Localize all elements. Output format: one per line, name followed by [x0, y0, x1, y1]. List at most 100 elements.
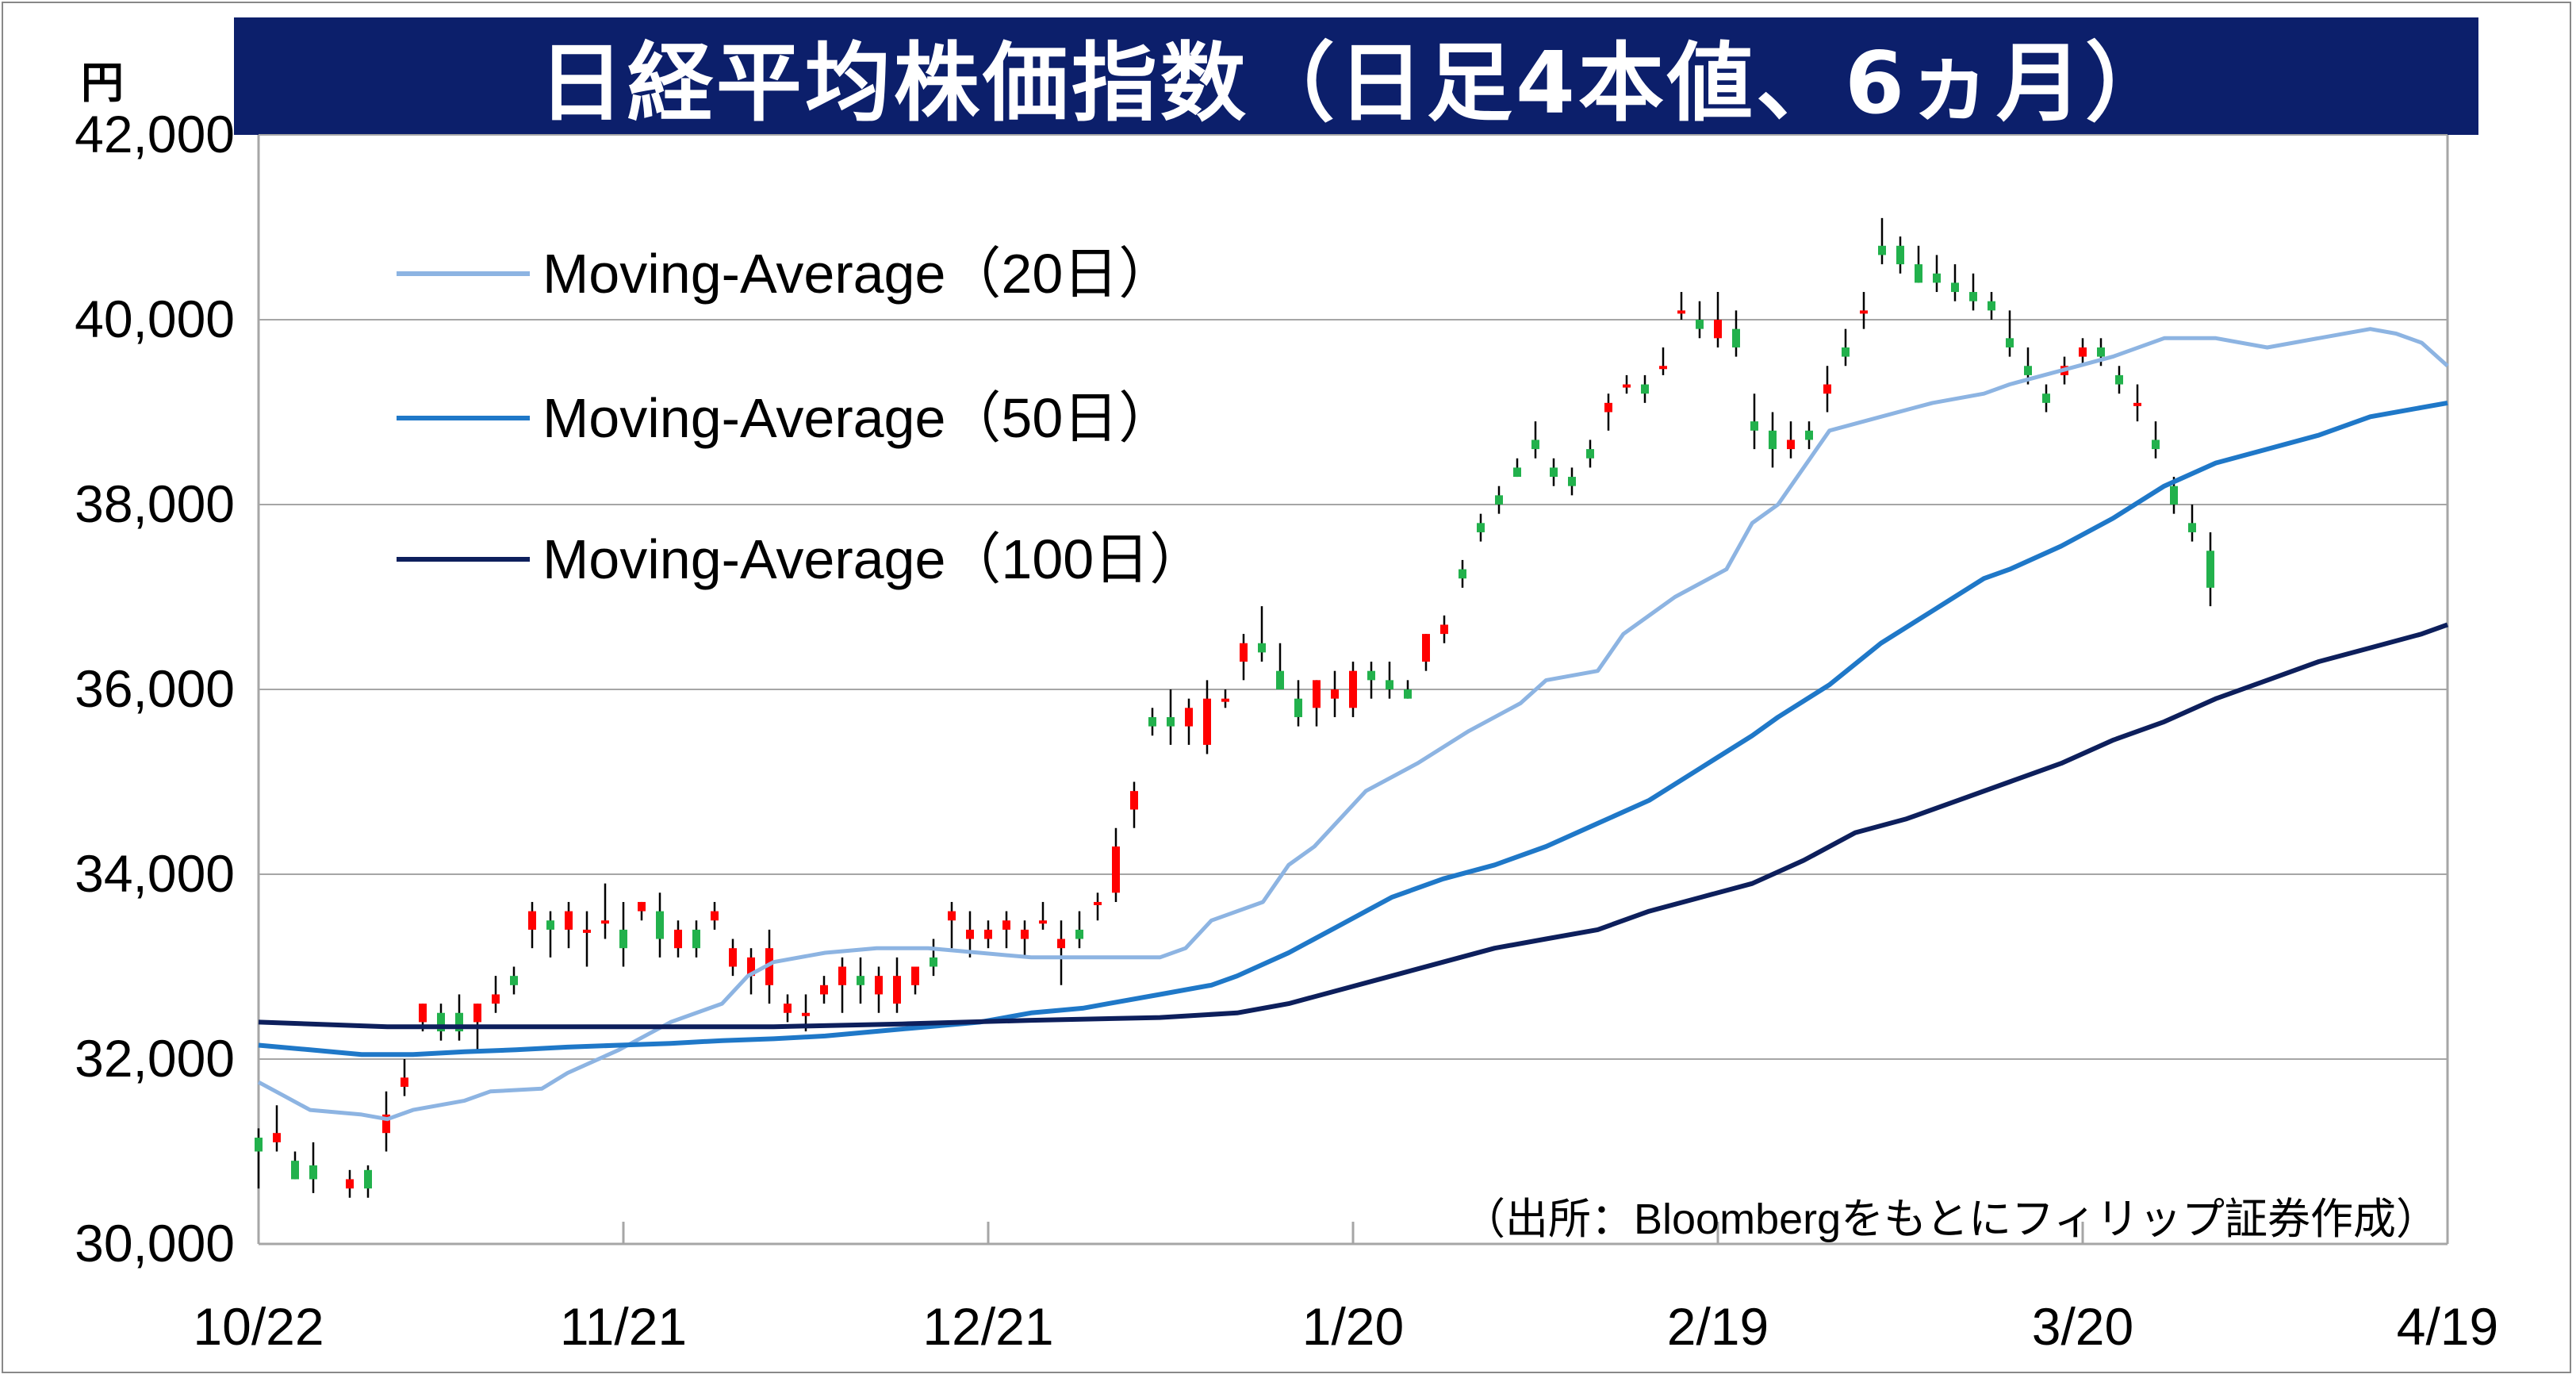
candle	[1075, 911, 1083, 949]
candle	[1167, 689, 1175, 745]
x-tick-labels: 10/22 11/21 12/21 1/20 2/19 3/20 4/19	[193, 1222, 2498, 1356]
candle-body	[1002, 920, 1010, 930]
candle	[711, 901, 719, 930]
candle-body	[1842, 347, 1850, 357]
candle-body	[1094, 901, 1102, 905]
candle	[1203, 680, 1211, 754]
candle-body	[1221, 698, 1229, 702]
candle-body	[2206, 551, 2214, 588]
candle	[2133, 384, 2141, 422]
candle-body	[2188, 523, 2196, 532]
candle-body	[948, 911, 956, 921]
candle	[1677, 292, 1685, 320]
candle	[1641, 374, 1649, 403]
candle	[1477, 513, 1485, 542]
candle	[1221, 689, 1229, 708]
candle	[729, 938, 737, 977]
ma50-line	[258, 400, 2448, 1057]
candle	[1769, 412, 1777, 468]
candle	[948, 901, 956, 949]
candle-body	[2079, 347, 2087, 357]
candle-body	[911, 966, 919, 985]
candle	[2042, 384, 2050, 413]
y-tick-label: 32,000	[75, 1029, 235, 1088]
candle	[857, 957, 864, 1004]
candle	[1550, 458, 1558, 486]
candle	[492, 976, 500, 1013]
candle-body	[1677, 310, 1685, 314]
candle-body	[1513, 467, 1521, 478]
candle-body	[1148, 716, 1156, 727]
candle	[1513, 458, 1521, 478]
candle-body	[2024, 366, 2032, 375]
candle	[1440, 615, 1448, 643]
candle-body	[346, 1179, 354, 1189]
candle	[346, 1169, 354, 1198]
x-tick-label: 12/21	[922, 1297, 1053, 1356]
candle-body	[1915, 264, 1922, 283]
candle-body	[273, 1133, 281, 1142]
candle-body	[1422, 634, 1430, 662]
candle-body	[2133, 402, 2141, 406]
candle-body	[1586, 449, 1594, 459]
candle	[784, 994, 792, 1023]
candle-body	[1039, 920, 1047, 924]
candle-body	[838, 966, 846, 985]
candle	[546, 911, 554, 958]
candle-body	[546, 920, 554, 930]
candle-body	[1714, 320, 1722, 339]
candle	[2206, 532, 2214, 607]
candle	[1842, 328, 1850, 367]
y-tick-label: 30,000	[75, 1214, 235, 1272]
candle	[1933, 255, 1941, 293]
candle	[1130, 781, 1138, 828]
y-tick-label: 42,000	[75, 105, 235, 163]
legend-label: Moving-Average（20日）	[542, 243, 1174, 305]
candle-body	[1896, 245, 1904, 265]
candle-body	[1696, 320, 1704, 329]
candle	[1294, 680, 1302, 727]
candle-body	[1349, 670, 1357, 708]
candle	[1386, 662, 1393, 699]
source-note: （出所：Bloombergをもとにフィリップ証券作成）	[1462, 1196, 2439, 1243]
candle	[2006, 310, 2014, 357]
candle	[455, 994, 463, 1041]
candle	[820, 976, 828, 1004]
candle	[583, 911, 591, 967]
candle	[273, 1105, 281, 1152]
x-tick-label: 1/20	[1302, 1297, 1404, 1356]
candle-body	[784, 1004, 792, 1013]
candle	[1459, 559, 1466, 588]
candle	[1988, 292, 1995, 320]
candle-body	[1021, 929, 1029, 939]
candle-body	[419, 1004, 427, 1023]
candle	[1276, 643, 1284, 689]
candle-body	[583, 929, 591, 933]
candle-body	[1185, 708, 1193, 727]
candle-body	[473, 1004, 481, 1023]
candle	[1787, 421, 1795, 459]
x-tick-label: 10/22	[193, 1297, 324, 1356]
candle	[255, 1128, 263, 1189]
candle-body	[1787, 440, 1795, 450]
candle-body	[1568, 477, 1576, 486]
candle	[601, 883, 609, 939]
candle-body	[1276, 670, 1284, 689]
candle-body	[1860, 310, 1868, 314]
candle-body	[1969, 292, 1977, 301]
x-tick-label: 3/20	[2032, 1297, 2133, 1356]
candle	[437, 1004, 445, 1041]
candle	[1313, 680, 1321, 727]
candle-body	[309, 1165, 317, 1180]
candle	[2115, 366, 2123, 394]
candle	[1039, 901, 1047, 930]
candle-body	[1531, 440, 1539, 450]
candle	[656, 892, 664, 958]
candle-body	[1732, 328, 1740, 347]
candle-body	[2152, 440, 2160, 450]
candle	[1331, 670, 1339, 717]
candle-body	[510, 976, 518, 985]
candle	[1696, 301, 1704, 339]
y-tick-labels: 30,000 32,000 34,000 36,000 38,000 40,000 42,0…	[75, 105, 235, 1272]
candle	[930, 938, 937, 977]
